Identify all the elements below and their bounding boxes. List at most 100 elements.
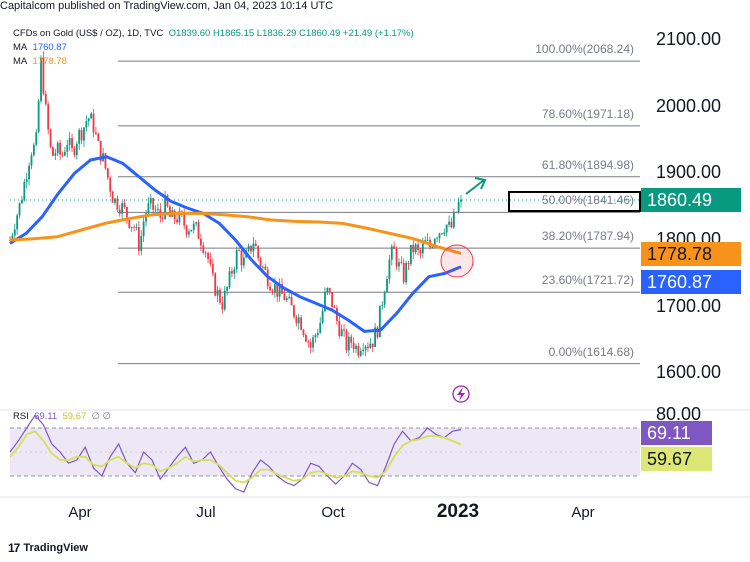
candle-body xyxy=(137,227,140,251)
candle-body xyxy=(83,127,85,141)
candle-body xyxy=(9,240,11,241)
candle-body xyxy=(109,177,112,192)
candle-body xyxy=(97,133,100,141)
y-tick-label: 2000.00 xyxy=(656,95,722,116)
candle-body xyxy=(216,289,219,296)
legend-ma2-row[interactable]: MA 1778.78 xyxy=(13,56,67,67)
candle-body xyxy=(152,198,155,210)
candle-body xyxy=(164,195,167,219)
candle-body xyxy=(331,292,334,307)
legend-ma1-value: 1760.87 xyxy=(32,42,67,53)
candle-body xyxy=(250,245,252,252)
candle-body xyxy=(35,132,38,145)
candle-body xyxy=(61,154,64,156)
candle-body xyxy=(419,250,422,254)
candle-body xyxy=(68,138,71,145)
candle-body xyxy=(106,168,109,178)
legend-close: C1860.49 xyxy=(299,28,341,39)
candle-body xyxy=(300,317,303,330)
ma-fast-tag: 1760.87 xyxy=(641,270,741,294)
candle-body xyxy=(398,262,400,267)
candle-body xyxy=(312,337,314,348)
candle-body xyxy=(271,290,274,292)
candle-body xyxy=(328,288,331,293)
candle-body xyxy=(257,246,260,259)
candle-body xyxy=(47,104,50,130)
candle-body xyxy=(357,345,360,356)
candle-body xyxy=(183,214,186,226)
candle-body xyxy=(37,101,40,133)
candle-body xyxy=(433,239,436,247)
candle-body xyxy=(71,138,73,149)
candle-body xyxy=(242,257,245,266)
candle-body xyxy=(343,329,345,331)
candle-body xyxy=(364,346,367,350)
candle-body xyxy=(285,298,288,301)
moving-averages xyxy=(9,155,462,333)
candle-body xyxy=(85,121,88,128)
x-tick-label: Apr xyxy=(68,504,92,521)
candle-body xyxy=(460,199,462,202)
candle-body xyxy=(297,317,300,324)
candle-body xyxy=(393,246,396,249)
candle-body xyxy=(252,243,255,252)
candle-body xyxy=(421,243,424,254)
candle-body xyxy=(204,252,207,254)
candle-body xyxy=(207,252,209,260)
candle-body xyxy=(128,218,131,228)
last-price-tag: 1860.49 xyxy=(641,188,741,212)
candle-body xyxy=(209,259,212,264)
candle-body xyxy=(417,244,419,251)
candle-body xyxy=(326,288,329,292)
fib-label-0: 0.00%(1614.68) xyxy=(548,344,634,359)
rsi-line-2 xyxy=(9,430,462,484)
candle-body xyxy=(409,244,412,264)
candle-body xyxy=(405,262,408,283)
legend-rsi-row[interactable]: RSI 69.11 59.67 ∅ ∅ xyxy=(13,411,111,422)
candle-body xyxy=(438,233,441,239)
candle-body xyxy=(49,129,52,147)
candle-body xyxy=(59,142,62,155)
candle-body xyxy=(123,203,126,207)
candle-body xyxy=(288,296,291,299)
candle-body xyxy=(223,290,226,310)
candle-body xyxy=(161,217,164,219)
candle-body xyxy=(414,244,417,253)
candle-body xyxy=(321,311,324,323)
candle-body xyxy=(195,222,198,224)
candle-body xyxy=(233,269,236,274)
candle-body xyxy=(54,153,57,156)
candle-body xyxy=(92,113,95,133)
candle-body xyxy=(402,262,405,283)
legend-open: O1839.60 xyxy=(168,28,211,39)
candle-body xyxy=(18,203,21,216)
candle-body xyxy=(202,245,205,253)
candle-body xyxy=(381,304,384,306)
candle-body xyxy=(226,286,229,291)
candle-body xyxy=(219,289,221,303)
x-tick-label: Oct xyxy=(321,504,345,521)
candle-body xyxy=(192,223,195,230)
candle-body xyxy=(13,229,16,236)
candle-body xyxy=(52,146,54,156)
candle-body xyxy=(293,305,295,317)
candle-body xyxy=(347,336,350,351)
fib-label-4: 61.80%(1894.98) xyxy=(541,157,634,172)
legend-rsi-value: 69.11 xyxy=(34,411,58,422)
tradingview-logo[interactable]: 17 TradingView xyxy=(8,541,88,555)
candle-body xyxy=(340,329,343,337)
candle-body xyxy=(376,327,379,338)
ma-line-2 xyxy=(9,211,462,255)
candle-body xyxy=(290,296,293,306)
legend-ma1-row[interactable]: MA 1760.87 xyxy=(13,42,67,53)
candle-body xyxy=(302,329,305,335)
candle-body xyxy=(99,140,102,162)
candle-body xyxy=(390,246,393,260)
candle-body xyxy=(383,292,386,305)
candle-body xyxy=(126,206,128,219)
candle-body xyxy=(21,200,23,204)
ma-line-1 xyxy=(9,155,462,333)
candle-body xyxy=(235,249,238,270)
fib-label-2: 38.20%(1787.94) xyxy=(541,229,634,244)
